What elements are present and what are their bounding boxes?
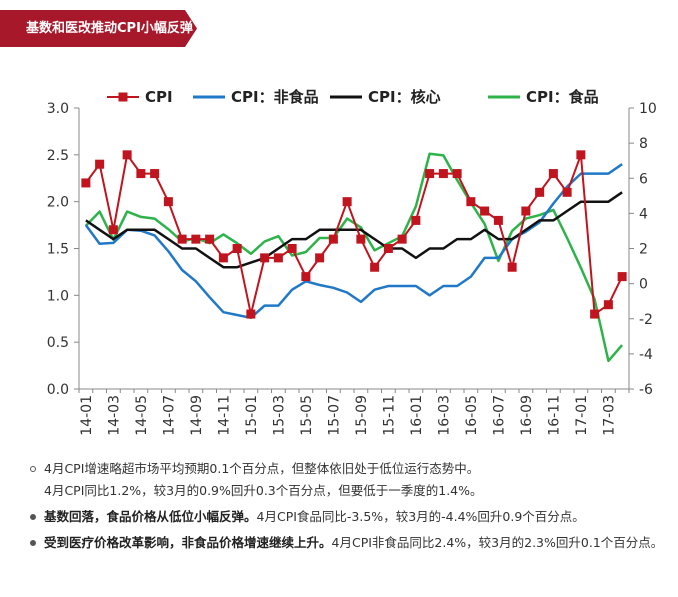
left-tick-label: 0.0 xyxy=(47,382,69,398)
cpi-marker xyxy=(328,234,338,244)
series-line-1 xyxy=(85,153,623,316)
bullet-3-text: 4月CPI非食品同比2.4%，较3月的2.3%回升0.1个百分点。 xyxy=(331,535,664,550)
right-tick-label: 4 xyxy=(639,206,648,222)
left-tick-label: 2.5 xyxy=(47,148,69,164)
cpi-marker xyxy=(590,309,600,319)
legend-label-1: CPI xyxy=(145,88,173,106)
cpi-marker xyxy=(218,253,228,263)
cpi-marker xyxy=(163,197,173,207)
cpi-marker xyxy=(287,244,297,253)
cpi-marker xyxy=(562,187,572,197)
bullet-2-bold: 基数回落，食品价格从低位小幅反弹。 xyxy=(44,509,257,524)
series-line-3 xyxy=(85,191,623,269)
banner-title: 基数和医改推动CPI小幅反弹 xyxy=(26,21,193,36)
legend-label-2: CPI：非食品 xyxy=(231,88,319,106)
cpi-marker xyxy=(603,300,613,310)
bullet-3-bold: 受到医疗价格改革影响，非食品价格增速继续上升。 xyxy=(44,535,332,550)
cpi-marker xyxy=(95,159,105,169)
banner-shape xyxy=(0,10,197,47)
left-tick-label: 3.0 xyxy=(47,101,69,117)
cpi-marker xyxy=(397,234,407,244)
x-tick-label: 16-07 xyxy=(491,395,507,436)
left-tick-label: 1.0 xyxy=(47,288,69,304)
section-banner: 基数和医改推动CPI小幅反弹 xyxy=(0,10,197,47)
bullet-list: 4月CPI增速略超市场平均预期0.1个百分点，但整体依旧处于低位运行态势中。 4… xyxy=(28,458,673,558)
cpi-marker xyxy=(150,169,160,179)
x-tick-label: 17-03 xyxy=(601,395,617,436)
x-tick-label: 14-09 xyxy=(189,395,205,436)
x-tick-label: 15-05 xyxy=(299,395,315,436)
cpi-marker xyxy=(232,244,242,253)
cpi-marker xyxy=(205,234,215,244)
cpi-marker xyxy=(260,253,270,263)
x-tick-label: 14-03 xyxy=(106,395,122,436)
cpi-marker xyxy=(452,169,462,179)
cpi-marker xyxy=(383,244,393,253)
x-tick-label: 16-11 xyxy=(546,395,562,436)
cpi-marker xyxy=(425,169,435,179)
cpi-marker xyxy=(273,253,283,263)
series-line-2 xyxy=(84,163,623,320)
cpi-marker xyxy=(246,309,256,319)
cpi-marker xyxy=(356,234,366,244)
x-tick-label: 15-11 xyxy=(381,395,397,436)
x-tick-label: 15-09 xyxy=(354,395,370,436)
cpi-marker xyxy=(535,187,545,197)
right-tick-label: -2 xyxy=(639,312,653,328)
x-tick-label: 17-01 xyxy=(574,395,590,436)
left-tick-label: 1.5 xyxy=(47,242,69,258)
x-tick-label: 14-05 xyxy=(134,395,150,436)
cpi-marker xyxy=(342,197,352,207)
right-tick-label: -6 xyxy=(639,382,653,398)
right-tick-label: 6 xyxy=(639,171,648,187)
left-tick-label: 2.0 xyxy=(47,195,69,211)
cpi-marker xyxy=(122,150,132,160)
x-tick-label: 14-07 xyxy=(161,395,177,436)
x-tick-label: 15-07 xyxy=(326,395,342,436)
cpi-marker xyxy=(438,169,448,179)
right-tick-label: 8 xyxy=(639,136,648,152)
x-tick-label: 16-03 xyxy=(436,395,452,436)
series-line-4 xyxy=(85,152,624,363)
x-tick-label: 15-03 xyxy=(271,395,287,436)
x-tick-label: 16-05 xyxy=(464,395,480,436)
x-tick-label: 16-01 xyxy=(409,395,425,436)
cpi-marker xyxy=(81,178,91,188)
bullet-1-line-1: 4月CPI增速略超市场平均预期0.1个百分点，但整体依旧处于低位运行态势中。 xyxy=(44,461,480,476)
x-tick-label: 15-01 xyxy=(244,395,260,436)
cpi-marker xyxy=(301,272,311,282)
bullet-item-2: 基数回落，食品价格从低位小幅反弹。4月CPI食品同比-3.5%，较3月的-4.4… xyxy=(28,506,673,528)
cpi-marker xyxy=(370,262,380,272)
cpi-marker xyxy=(108,225,118,235)
legend-label-4: CPI：食品 xyxy=(526,88,599,106)
cpi-marker xyxy=(493,215,503,225)
legend-marker xyxy=(118,92,128,102)
right-tick-label: 2 xyxy=(639,242,648,258)
bullet-item-3: 受到医疗价格改革影响，非食品价格增速继续上升。4月CPI非食品同比2.4%，较3… xyxy=(28,532,673,554)
bullet-1-line-2: 4月CPI同比1.2%，较3月的0.9%回升0.3个百分点，但要低于一季度的1.… xyxy=(44,483,483,498)
x-tick-label: 16-09 xyxy=(519,395,535,436)
legend-label-3: CPI：核心 xyxy=(368,88,441,106)
bullet-2-text: 4月CPI食品同比-3.5%，较3月的-4.4%回升0.9个百分点。 xyxy=(256,509,585,524)
right-tick-label: 10 xyxy=(639,101,657,117)
cpi-marker xyxy=(191,234,201,244)
cpi-marker xyxy=(315,253,325,263)
cpi-marker xyxy=(466,197,476,207)
right-tick-label: -4 xyxy=(639,347,653,363)
cpi-marker xyxy=(617,272,627,282)
cpi-marker xyxy=(507,262,517,272)
bullet-item-1: 4月CPI增速略超市场平均预期0.1个百分点，但整体依旧处于低位运行态势中。 4… xyxy=(28,458,673,502)
cpi-marker xyxy=(411,215,421,225)
cpi-marker xyxy=(136,169,146,179)
cpi-marker xyxy=(576,150,586,160)
right-tick-label: 0 xyxy=(639,277,648,293)
x-tick-label: 14-11 xyxy=(216,395,232,436)
left-tick-label: 0.5 xyxy=(47,335,69,351)
cpi-line-chart: 0.0 0.5 1.0 1.5 2.0 2.5 3.0 -6 -4 -2 0 2 4 6 8 10 14-01 1… xyxy=(47,88,657,436)
cpi-marker xyxy=(177,234,187,244)
x-tick-label: 14-01 xyxy=(79,395,95,436)
cpi-marker xyxy=(548,169,558,179)
cpi-marker xyxy=(480,206,490,216)
cpi-marker xyxy=(521,206,531,216)
